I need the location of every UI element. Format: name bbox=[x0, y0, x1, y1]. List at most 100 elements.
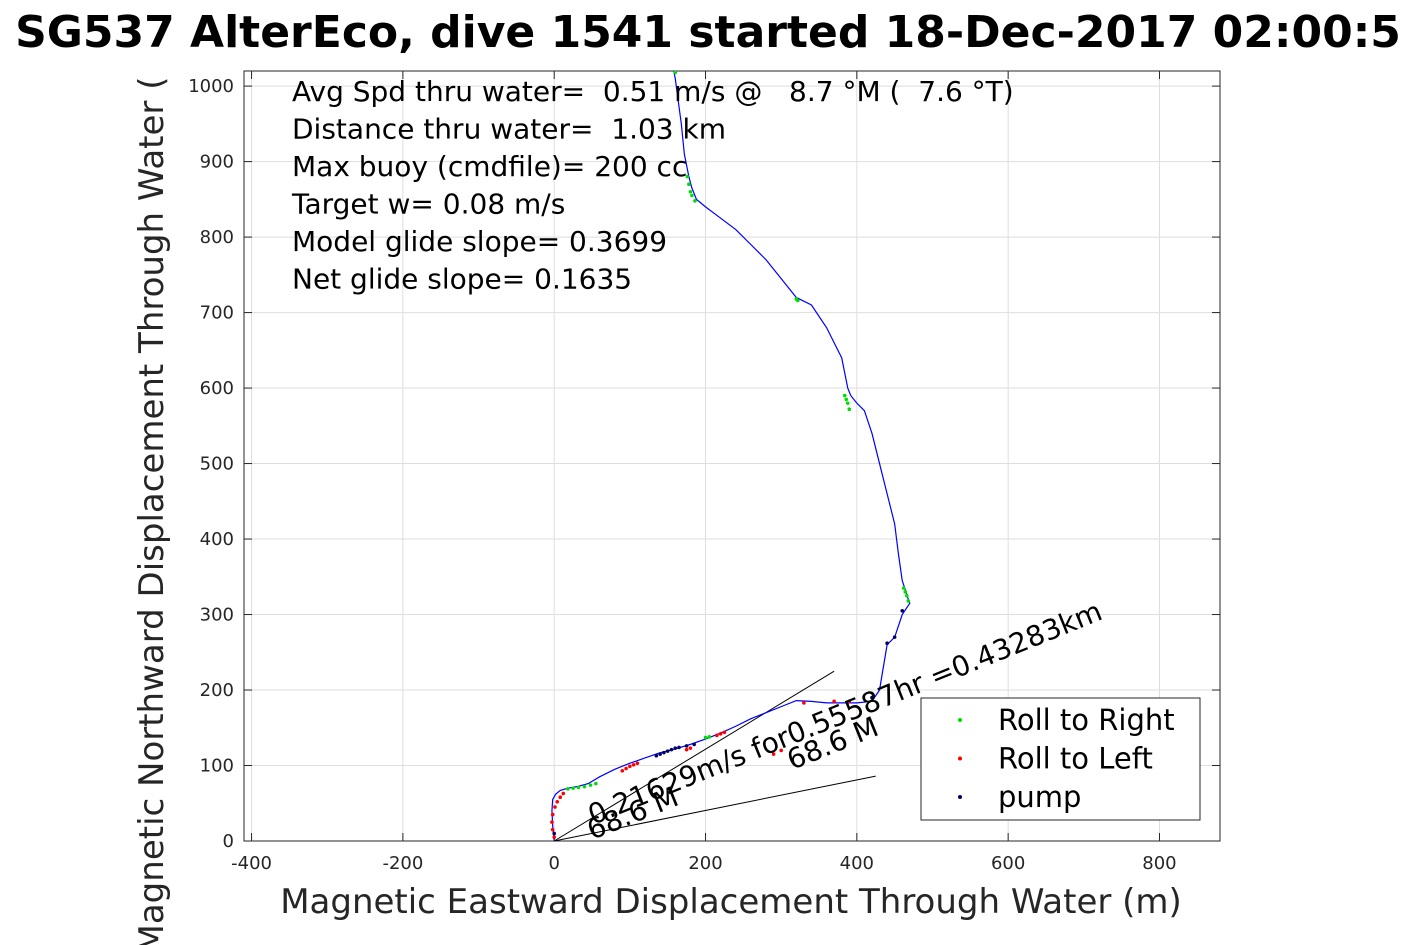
pump-point bbox=[662, 750, 666, 755]
overlay-lines bbox=[553, 670, 876, 842]
annotation-line: Avg Spd thru water= 0.51 m/s @ 8.7 °M ( … bbox=[292, 75, 1014, 108]
y-tick-label: 200 bbox=[200, 680, 234, 701]
annotation-line: Target w= 0.08 m/s bbox=[291, 188, 565, 221]
roll-left-point bbox=[832, 699, 836, 704]
legend-marker bbox=[958, 718, 962, 722]
pump-point bbox=[677, 745, 681, 750]
pump-point bbox=[870, 695, 874, 700]
y-tick-label: 700 bbox=[200, 303, 234, 324]
roll-right-point bbox=[594, 781, 598, 786]
roll-right-point bbox=[906, 599, 911, 603]
roll-right-point bbox=[703, 735, 708, 740]
legend-label: Roll to Left bbox=[998, 742, 1153, 776]
roll-left-point bbox=[631, 762, 636, 767]
y-tick-label: 600 bbox=[200, 378, 234, 399]
x-tick-label: 200 bbox=[688, 853, 722, 874]
roll-right-point bbox=[901, 586, 906, 590]
roll-right-point bbox=[571, 786, 575, 790]
chart-title: SG537 AlterEco, dive 1541 started 18-Dec… bbox=[15, 7, 1401, 58]
annotation-line: Model glide slope= 0.3699 bbox=[292, 225, 667, 258]
legend-label: pump bbox=[998, 780, 1081, 814]
roll-left-point bbox=[628, 764, 632, 769]
pump-point bbox=[892, 635, 897, 639]
legend-marker bbox=[958, 756, 962, 761]
roll-right-point bbox=[582, 784, 587, 789]
roll-left-point bbox=[550, 812, 555, 817]
roll-right-point bbox=[693, 199, 697, 203]
roll-right-point bbox=[566, 787, 570, 791]
roll-right-point bbox=[842, 393, 847, 398]
y-tick-label: 900 bbox=[200, 152, 234, 173]
x-axis-label: Magnetic Eastward Displacement Through W… bbox=[280, 882, 1182, 922]
roll-left-point bbox=[688, 746, 693, 750]
legend-box bbox=[920, 697, 1201, 821]
y-tick-label: 1000 bbox=[188, 76, 234, 97]
axis-ticks: -400 -200 0 200 400 600 800 0 100 200 300 400 500 600… bbox=[188, 71, 1220, 874]
roll-right-point bbox=[688, 189, 693, 194]
roll-left-point bbox=[802, 701, 806, 705]
x-tick-label: -200 bbox=[382, 853, 423, 874]
roll-right-point bbox=[796, 298, 800, 303]
roll-right-point bbox=[845, 401, 850, 405]
legend: Roll to Right Roll to Left pump bbox=[920, 697, 1201, 821]
roll-left-point bbox=[624, 766, 628, 771]
roll-left-point bbox=[558, 795, 563, 800]
legend-marker bbox=[958, 795, 962, 799]
roll-left-point bbox=[779, 748, 783, 753]
roll-left-point bbox=[635, 761, 640, 766]
roll-left-point bbox=[718, 732, 723, 736]
roll-left-point bbox=[555, 799, 560, 804]
roll-left-point bbox=[553, 805, 557, 809]
roll-left-point bbox=[550, 827, 555, 832]
roll-left-point bbox=[550, 820, 554, 824]
roll-right-point bbox=[690, 193, 694, 198]
roll-right-point bbox=[707, 735, 712, 739]
annotation-block: Avg Spd thru water= 0.51 m/s @ 8.7 °M ( … bbox=[291, 75, 1014, 296]
roll-right-point bbox=[685, 174, 690, 179]
y-tick-label: 500 bbox=[200, 454, 234, 475]
x-tick-label: 0 bbox=[548, 853, 559, 874]
roll-left-point bbox=[771, 752, 776, 756]
roll-left-point bbox=[847, 699, 852, 704]
roll-left-point bbox=[722, 730, 727, 735]
pump-point bbox=[654, 753, 659, 758]
y-tick-label: 400 bbox=[200, 529, 234, 550]
pump-point bbox=[885, 641, 889, 646]
y-axis-label: Magnetic Northward Displacement Through … bbox=[132, 77, 172, 945]
roll-right-point bbox=[588, 783, 593, 787]
y-tick-label: 0 bbox=[223, 831, 234, 852]
y-tick-label: 800 bbox=[200, 227, 234, 248]
pump-point bbox=[692, 742, 696, 747]
roll-left-point bbox=[561, 791, 566, 796]
pump-point bbox=[669, 747, 674, 752]
y-tick-label: 300 bbox=[200, 605, 234, 626]
legend-label: Roll to Right bbox=[998, 703, 1175, 737]
pump-point bbox=[552, 831, 557, 836]
roll-left-point bbox=[715, 733, 719, 738]
roll-left-points bbox=[550, 699, 852, 840]
annotation-line: Distance thru water= 1.03 km bbox=[292, 113, 726, 146]
x-tick-label: -400 bbox=[231, 853, 272, 874]
roll-right-point bbox=[903, 590, 908, 594]
x-tick-label: 400 bbox=[840, 853, 874, 874]
roll-right-point bbox=[687, 182, 691, 187]
roll-right-point bbox=[904, 593, 909, 598]
overlay-line bbox=[553, 670, 835, 842]
roll-right-point bbox=[673, 70, 678, 75]
annotation-line: Max buoy (cmdfile)= 200 cc bbox=[292, 150, 687, 183]
roll-left-point bbox=[552, 835, 557, 840]
y-tick-label: 100 bbox=[200, 756, 234, 777]
pump-points bbox=[552, 608, 905, 836]
roll-right-point bbox=[844, 397, 849, 402]
pump-point bbox=[900, 608, 905, 613]
x-tick-label: 600 bbox=[991, 853, 1025, 874]
roll-right-point bbox=[576, 785, 581, 790]
plot-frame bbox=[243, 70, 1221, 842]
overlay-line bbox=[554, 775, 876, 842]
pump-point bbox=[673, 746, 678, 750]
roll-right-points bbox=[566, 70, 911, 791]
grid bbox=[244, 71, 1220, 842]
roll-left-point bbox=[620, 768, 625, 773]
annotation-line: Net glide slope= 0.1635 bbox=[292, 263, 632, 296]
